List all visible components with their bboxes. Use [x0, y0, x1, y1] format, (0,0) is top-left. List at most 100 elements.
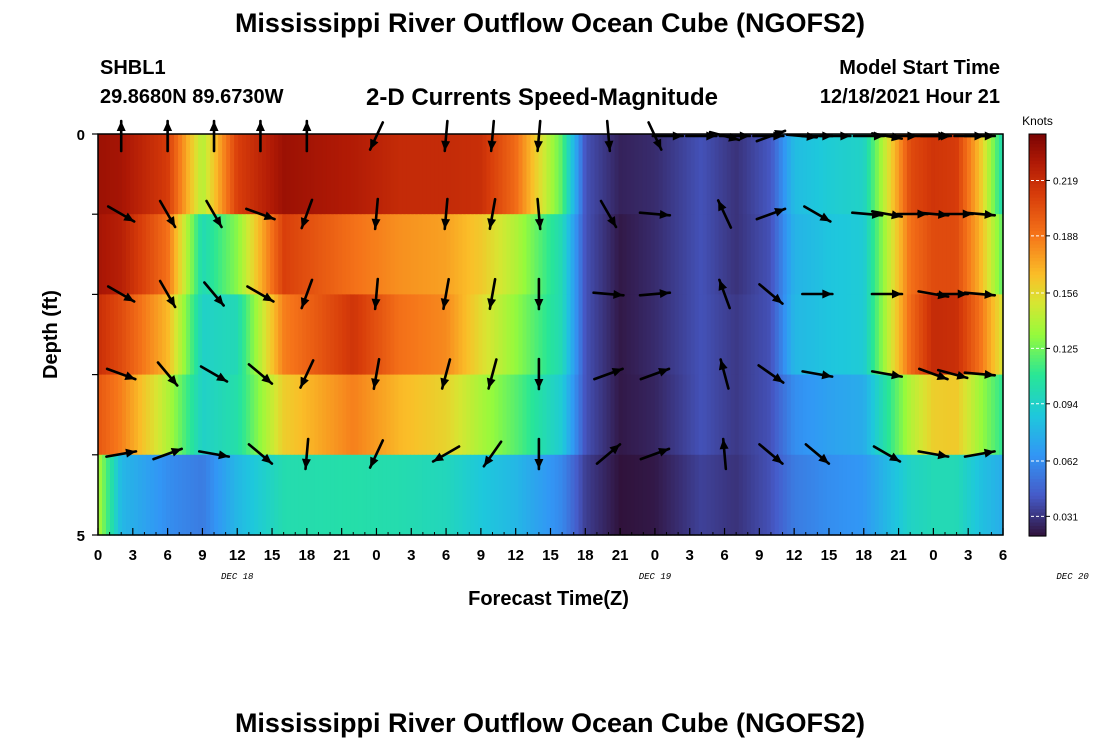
- heatmap-cell: [758, 294, 764, 376]
- heatmap-cell: [258, 454, 263, 536]
- heatmap-cell: [690, 294, 696, 376]
- heatmap-cell: [610, 214, 616, 295]
- heatmap-cell: [518, 454, 524, 536]
- colorbar-segment: [1029, 304, 1046, 309]
- heatmap-cell: [382, 374, 387, 456]
- vector-head: [534, 218, 544, 229]
- heatmap-cell: [666, 294, 672, 376]
- colorbar-segment: [1029, 358, 1046, 363]
- heatmap-cell: [374, 134, 379, 215]
- heatmap-cell: [690, 214, 696, 295]
- heatmap-cell: [926, 214, 932, 295]
- heatmap-cell: [354, 294, 359, 376]
- heatmap-cell: [686, 214, 692, 295]
- heatmap-cell: [890, 294, 896, 376]
- current-vector: [718, 358, 730, 390]
- heatmap-cell: [442, 134, 447, 215]
- heatmap-cell: [558, 134, 564, 215]
- date-label: DEC 18: [221, 572, 254, 582]
- heatmap-cell: [782, 134, 788, 215]
- heatmap-cell: [118, 454, 123, 536]
- heatmap-cell: [350, 214, 355, 295]
- current-vector: [639, 367, 671, 381]
- heatmap-cell: [782, 214, 788, 295]
- heatmap-cell: [410, 294, 415, 376]
- heatmap-cell: [878, 134, 884, 215]
- heatmap-cell: [386, 374, 391, 456]
- heatmap-cell: [326, 214, 331, 295]
- heatmap-cell: [470, 214, 476, 295]
- heatmap-cell: [766, 454, 772, 536]
- heatmap-cell: [306, 214, 311, 295]
- heatmap-cell: [854, 374, 860, 456]
- heatmap-cell: [318, 374, 323, 456]
- heatmap-cell: [414, 214, 419, 295]
- heatmap-cell: [146, 134, 151, 215]
- heatmap-cell: [302, 454, 307, 536]
- heatmap-cell: [702, 294, 708, 376]
- heatmap-cell: [738, 134, 744, 215]
- heatmap-cell: [702, 134, 708, 215]
- heatmap-cell: [246, 214, 251, 295]
- heatmap-cell: [914, 454, 920, 536]
- heatmap-cell: [546, 454, 552, 536]
- heatmap-cell: [318, 214, 323, 295]
- heatmap-cell: [678, 214, 684, 295]
- heatmap-cell: [726, 374, 732, 456]
- vector-head: [261, 373, 272, 384]
- heatmap-cell: [582, 294, 588, 376]
- heatmap-cell: [298, 454, 303, 536]
- heatmap-cell: [918, 214, 924, 295]
- vector-head: [483, 455, 494, 467]
- heatmap-cell: [878, 294, 884, 376]
- heatmap-cell: [902, 374, 908, 456]
- heatmap-cell: [170, 454, 175, 536]
- heatmap-cell: [734, 374, 740, 456]
- heatmap-cell: [598, 134, 604, 215]
- heatmap-cell: [914, 374, 920, 456]
- heatmap-cell: [390, 134, 395, 215]
- heatmap-cell: [474, 454, 480, 536]
- heatmap-cell: [582, 134, 588, 215]
- current-vector: [941, 209, 975, 219]
- current-vector: [487, 119, 497, 153]
- colorbar-segment: [1029, 422, 1046, 427]
- heatmap-cell: [982, 134, 988, 215]
- heatmap-cell: [958, 214, 964, 295]
- heatmap-cell: [694, 454, 700, 536]
- colorbar-segment: [1029, 204, 1046, 209]
- heatmap-cell: [342, 374, 347, 456]
- heatmap-cell: [814, 294, 820, 376]
- current-vector: [801, 370, 834, 380]
- current-vector: [963, 448, 996, 458]
- colorbar-segment: [1029, 425, 1046, 430]
- heatmap-cell: [830, 134, 836, 215]
- heatmap-cell: [150, 374, 155, 456]
- heatmap-cell: [298, 214, 303, 295]
- heatmap-cell: [838, 454, 844, 536]
- heatmap-cell: [378, 374, 383, 456]
- heatmap-cell: [342, 454, 347, 536]
- heatmap-cell: [590, 454, 596, 536]
- vector-head: [983, 448, 995, 458]
- heatmap-cell: [514, 294, 520, 376]
- heatmap-cell: [322, 454, 327, 536]
- heatmap-cell: [826, 134, 832, 215]
- heatmap-cell: [142, 374, 147, 456]
- colorbar-segment: [1029, 529, 1046, 534]
- x-tick-label: 6: [163, 547, 171, 564]
- current-vector: [440, 277, 450, 311]
- heatmap-cell: [334, 374, 339, 456]
- heatmap-cell: [842, 454, 848, 536]
- heatmap-cell: [474, 374, 480, 456]
- heatmap-cell: [230, 134, 235, 215]
- heatmap-cell: [162, 374, 167, 456]
- vector-head: [984, 209, 995, 219]
- colorbar-segment: [1029, 525, 1046, 530]
- vector-head: [486, 377, 496, 389]
- colorbar-segment: [1029, 341, 1046, 346]
- heatmap-cell: [246, 374, 251, 456]
- heatmap-cell: [366, 294, 371, 376]
- colorbar-segment: [1029, 499, 1046, 504]
- heatmap-cell: [306, 294, 311, 376]
